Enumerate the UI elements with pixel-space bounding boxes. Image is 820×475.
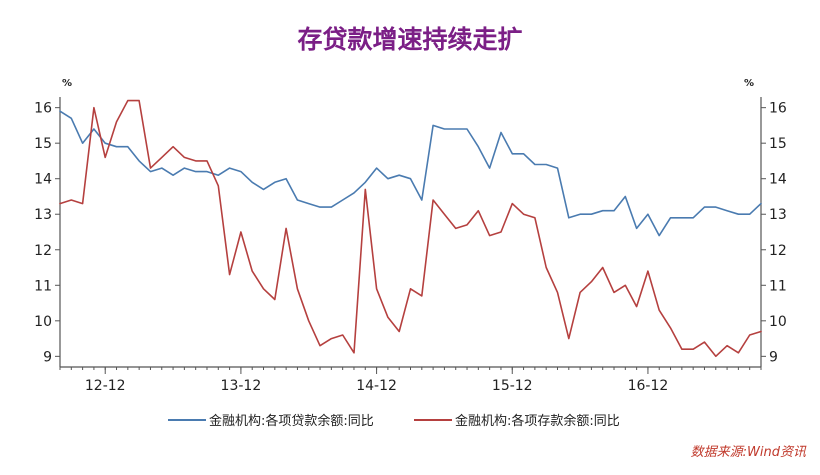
chart-title: 存贷款增速持续走扩 xyxy=(297,25,522,54)
chart-axes: % % xyxy=(59,78,762,368)
source-note: 数据来源:Wind资讯 xyxy=(691,445,807,460)
y-tick-label-left: 15 xyxy=(34,136,52,152)
y-tick-label-left: 11 xyxy=(34,278,52,294)
y-tick-label-left: 14 xyxy=(34,172,52,188)
y-tick-label-left: 12 xyxy=(34,243,52,259)
x-tick-label: 13-12 xyxy=(221,378,262,394)
y-unit-left: % xyxy=(62,78,72,89)
y-tick-label-left: 10 xyxy=(34,314,52,330)
y-tick-label-right: 9 xyxy=(769,349,778,365)
series-group xyxy=(59,99,762,358)
legend-label-deposits: 金融机构:各项存款余额:同比 xyxy=(455,413,620,429)
y-tick-label-right: 16 xyxy=(769,101,787,117)
x-ticks: 12-12 13-12 14-12 15-12 16-12 xyxy=(59,367,762,394)
y-tick-label-right: 14 xyxy=(769,172,787,188)
x-tick-label: 16-12 xyxy=(628,378,669,394)
y-tick-label-left: 16 xyxy=(34,101,52,117)
y-tick-label-right: 15 xyxy=(769,136,787,152)
x-tick-label: 14-12 xyxy=(356,378,397,394)
x-tick-label: 15-12 xyxy=(492,378,533,394)
y-tick-label-right: 11 xyxy=(769,278,787,294)
y-tick-label-right: 13 xyxy=(769,207,787,223)
legend: 金融机构:各项贷款余额:同比 金融机构:各项存款余额:同比 xyxy=(168,413,620,429)
y-tick-label-right: 10 xyxy=(769,314,787,330)
y-unit-right: % xyxy=(744,78,754,89)
x-tick-label: 12-12 xyxy=(85,378,126,394)
y-tick-label-right: 12 xyxy=(769,243,787,259)
y-tick-label-left: 13 xyxy=(34,207,52,223)
y-ticks: 9 9 10 10 11 11 12 12 13 13 14 14 15 15 16 16 xyxy=(34,101,787,366)
series-line-loans xyxy=(59,110,762,237)
legend-label-loans: 金融机构:各项贷款余额:同比 xyxy=(209,413,374,429)
y-tick-label-left: 9 xyxy=(43,349,52,365)
series-line-deposits xyxy=(59,99,762,358)
